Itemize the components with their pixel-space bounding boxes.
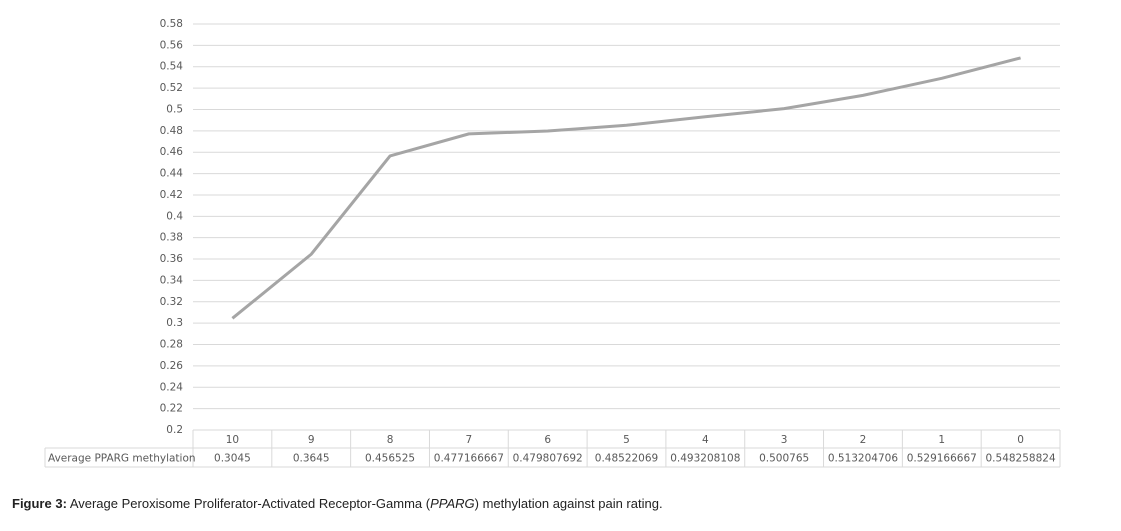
- x-tick-label: 1: [938, 434, 945, 446]
- table-value: 0.477166667: [434, 453, 504, 465]
- caption-text: ) methylation against pain rating.: [475, 496, 663, 511]
- table-value: 0.456525: [365, 453, 415, 465]
- caption-gene: PPARG: [430, 496, 475, 511]
- figure-caption: Figure 3: Average Peroxisome Proliferato…: [12, 496, 663, 511]
- y-tick-label: 0.46: [160, 146, 184, 158]
- x-tick-label: 8: [387, 434, 394, 446]
- x-tick-label: 9: [308, 434, 315, 446]
- data-line: [231, 56, 1021, 320]
- y-tick-label: 0.26: [160, 360, 184, 372]
- table-value: 0.3645: [293, 453, 330, 465]
- y-tick-label: 0.42: [160, 189, 183, 201]
- table-value: 0.529166667: [907, 453, 977, 465]
- y-tick-label: 0.2: [166, 424, 183, 436]
- x-tick-label: 5: [623, 434, 630, 446]
- y-tick-label: 0.28: [160, 339, 183, 351]
- y-tick-label: 0.56: [160, 39, 184, 51]
- y-tick-label: 0.48: [160, 125, 183, 137]
- y-tick-label: 0.54: [160, 61, 184, 73]
- x-tick-label: 2: [860, 434, 867, 446]
- caption-label: Figure 3:: [12, 496, 67, 511]
- y-tick-label: 0.24: [160, 381, 184, 393]
- x-tick-label: 6: [544, 434, 551, 446]
- y-tick-label: 0.5: [166, 103, 183, 115]
- caption-text: Average Peroxisome Proliferator-Activate…: [70, 496, 431, 511]
- table-row-label: Average PPARG methylation: [48, 453, 196, 465]
- table-value: 0.48522069: [595, 453, 658, 465]
- table-value: 0.500765: [759, 453, 809, 465]
- y-tick-label: 0.44: [160, 168, 184, 180]
- y-tick-label: 0.36: [160, 253, 184, 265]
- y-tick-label: 0.38: [160, 232, 183, 244]
- x-tick-label: 10: [226, 434, 239, 446]
- x-tick-label: 0: [1017, 434, 1024, 446]
- x-tick-label: 7: [466, 434, 473, 446]
- table-value: 0.513204706: [828, 453, 898, 465]
- table-value: 0.493208108: [670, 453, 740, 465]
- y-tick-label: 0.34: [160, 274, 184, 286]
- table-value: 0.3045: [214, 453, 251, 465]
- table-value: 0.548258824: [986, 453, 1056, 465]
- y-tick-label: 0.3: [166, 317, 183, 329]
- y-tick-label: 0.58: [160, 18, 183, 30]
- x-tick-label: 4: [702, 434, 709, 446]
- table-value: 0.479807692: [513, 453, 583, 465]
- y-tick-label: 0.22: [160, 403, 183, 415]
- y-tick-label: 0.4: [166, 210, 183, 222]
- y-tick-label: 0.52: [160, 82, 183, 94]
- y-tick-label: 0.32: [160, 296, 183, 308]
- x-tick-label: 3: [781, 434, 788, 446]
